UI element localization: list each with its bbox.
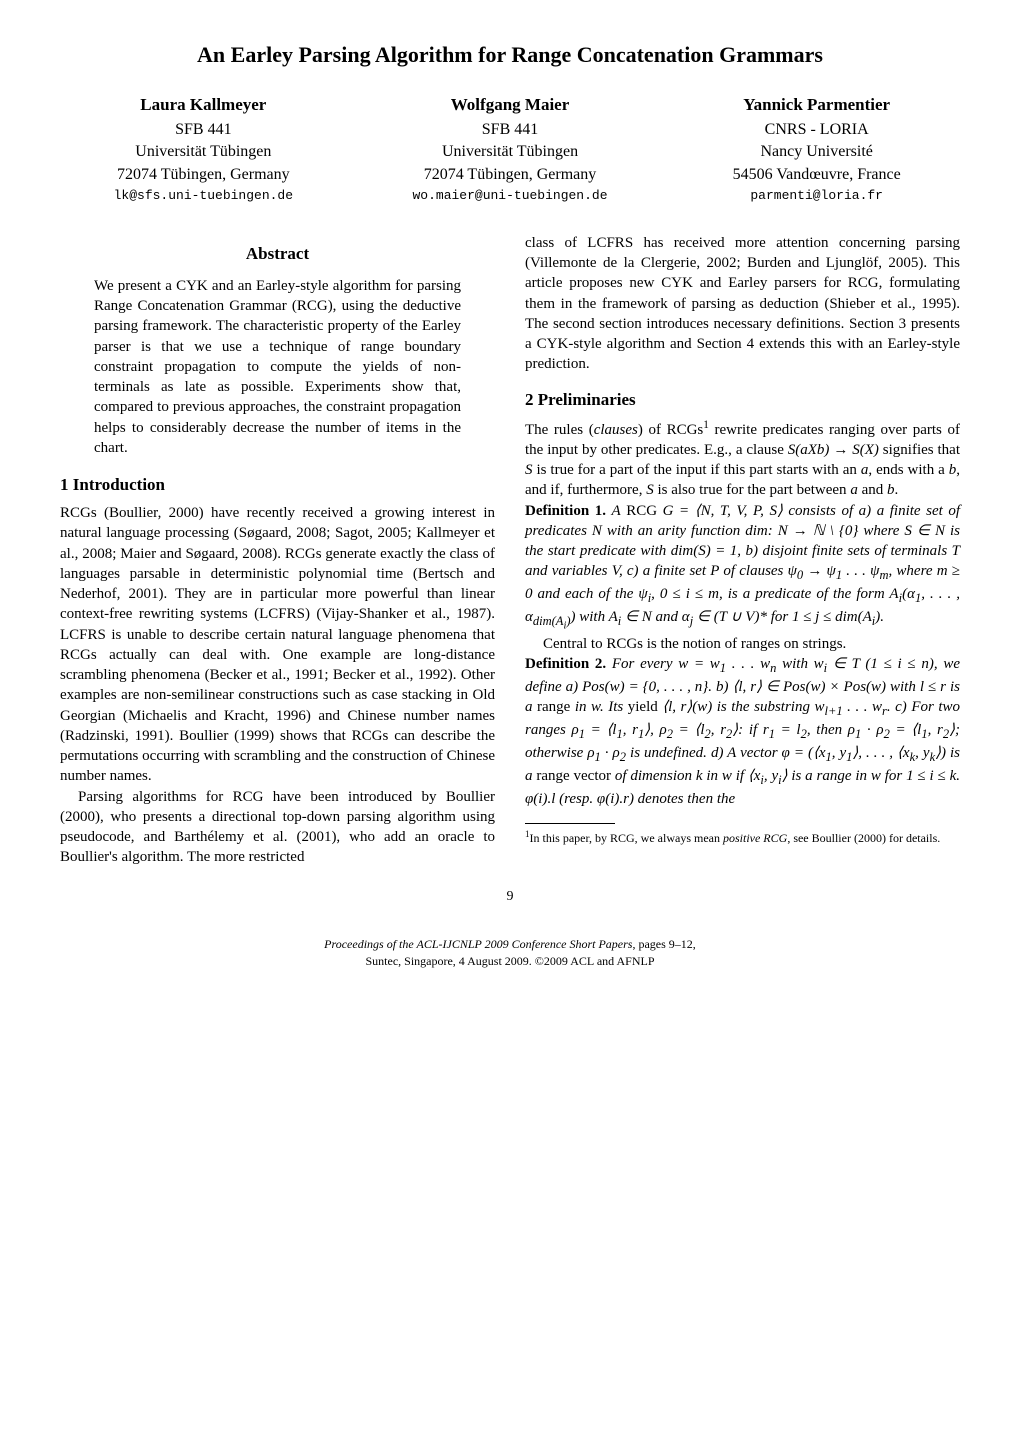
section-2-para-1: The rules (clauses) of RCGs1 rewrite pre… [525,418,960,501]
abstract-heading: Abstract [94,243,461,266]
author-2-email: wo.maier@uni-tuebingen.de [367,187,654,205]
author-3: Yannick Parmentier CNRS - LORIA Nancy Un… [673,94,960,205]
author-1-affil-3: 72074 Tübingen, Germany [60,164,347,186]
abstract-block: Abstract We present a CYK and an Earley-… [94,243,461,458]
definition-1: Definition 1. A RCG G = ⟨N, T, V, P, S⟩ … [525,501,960,634]
left-column: Abstract We present a CYK and an Earley-… [60,233,495,868]
author-2-affil-1: SFB 441 [367,119,654,141]
author-1: Laura Kallmeyer SFB 441 Universität Tübi… [60,94,347,205]
author-3-affil-2: Nancy Université [673,141,960,163]
right-column: class of LCFRS has received more attenti… [525,233,960,868]
two-column-body: Abstract We present a CYK and an Earley-… [60,233,960,868]
author-1-affil-2: Universität Tübingen [60,141,347,163]
paper-title: An Earley Parsing Algorithm for Range Co… [60,40,960,70]
footer-line-1: Proceedings of the ACL-IJCNLP 2009 Confe… [60,936,960,952]
footer-line-2: Suntec, Singapore, 4 August 2009. ©2009 … [60,953,960,969]
author-2-affil-2: Universität Tübingen [367,141,654,163]
author-1-email: lk@sfs.uni-tuebingen.de [60,187,347,205]
section-2-heading: 2 Preliminaries [525,389,960,412]
definition-2: Definition 2. For every w = w1 . . . wn … [525,654,960,809]
section-1-para-2: Parsing algorithms for RCG have been int… [60,787,495,868]
author-3-email: parmenti@loria.fr [673,187,960,205]
author-2-affil-3: 72074 Tübingen, Germany [367,164,654,186]
page-number: 9 [60,888,960,907]
footnote-1: 1In this paper, by RCG, we always mean p… [525,828,960,846]
authors-block: Laura Kallmeyer SFB 441 Universität Tübi… [60,94,960,205]
section-1-para-1: RCGs (Boullier, 2000) have recently rece… [60,503,495,787]
abstract-text: We present a CYK and an Earley-style alg… [94,276,461,458]
footnote-rule [525,823,615,824]
proceedings-footer: Proceedings of the ACL-IJCNLP 2009 Confe… [60,936,960,968]
right-continuation: class of LCFRS has received more attenti… [525,233,960,375]
author-1-name: Laura Kallmeyer [60,94,347,117]
author-3-affil-3: 54506 Vandœuvre, France [673,164,960,186]
author-2: Wolfgang Maier SFB 441 Universität Tübin… [367,94,654,205]
author-3-affil-1: CNRS - LORIA [673,119,960,141]
author-3-name: Yannick Parmentier [673,94,960,117]
section-2-para-2: Central to RCGs is the notion of ranges … [525,634,960,654]
section-1-heading: 1 Introduction [60,474,495,497]
author-1-affil-1: SFB 441 [60,119,347,141]
author-2-name: Wolfgang Maier [367,94,654,117]
